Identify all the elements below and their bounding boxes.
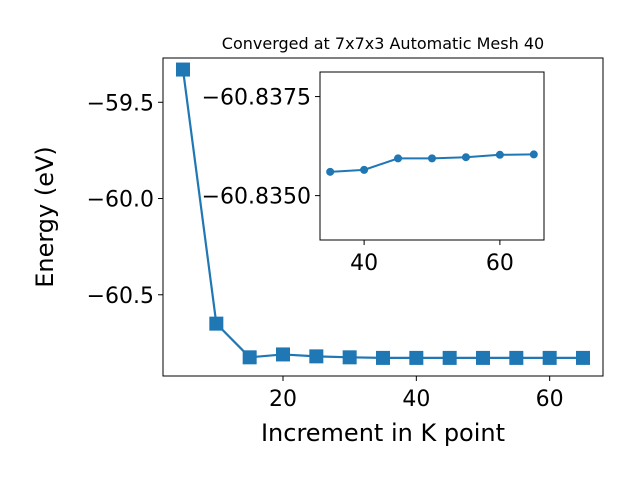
inset-data-point <box>326 167 335 176</box>
main-data-point <box>276 347 290 362</box>
inset-x-tick-label: 60 <box>486 251 514 276</box>
main-data-point <box>476 350 490 365</box>
main-data-point <box>176 62 190 77</box>
main-data-point <box>376 350 390 365</box>
main-data-point <box>442 350 457 365</box>
main-x-tick-label: 20 <box>269 387 297 412</box>
inset-y-tick-label: −60.8350 <box>202 185 311 210</box>
main-x-tick-label: 40 <box>402 387 430 412</box>
main-data-point <box>542 350 557 365</box>
y-axis-label: Energy (eV) <box>31 146 59 288</box>
inset-x-tick-label: 40 <box>350 251 378 276</box>
main-data-point <box>509 350 524 365</box>
inset-data-point <box>529 150 538 159</box>
inset-data-point <box>428 154 436 163</box>
main-y-tick-label: −60.5 <box>87 284 154 309</box>
main-data-point <box>409 350 424 365</box>
main-data-point <box>342 350 357 365</box>
main-data-point <box>209 316 224 331</box>
main-y-tick-label: −59.5 <box>87 91 154 116</box>
inset-data-point <box>394 154 403 163</box>
main-panel: 20 40 60 −59.5 −60.0 −60.5 Converged at 7x7x3 … <box>31 34 604 447</box>
main-data-point <box>309 349 324 364</box>
main-axes-frame <box>162 57 604 377</box>
inset-data-point <box>461 153 470 162</box>
inset-panel: 40 60 −60.8375 −60.8350 <box>202 71 545 276</box>
chart-title: Converged at 7x7x3 Automatic Mesh 40 <box>222 34 544 53</box>
inset-data-point <box>360 165 369 174</box>
main-data-point <box>242 350 257 365</box>
main-y-tick-label: −60.0 <box>87 188 154 213</box>
main-data-point <box>576 350 590 365</box>
main-x-tick-label: 60 <box>536 387 564 412</box>
inset-y-tick-label: −60.8375 <box>202 86 311 111</box>
x-axis-label: Increment in K point <box>261 419 505 447</box>
inset-data-point <box>495 150 504 159</box>
inset-axes-frame <box>319 71 545 241</box>
